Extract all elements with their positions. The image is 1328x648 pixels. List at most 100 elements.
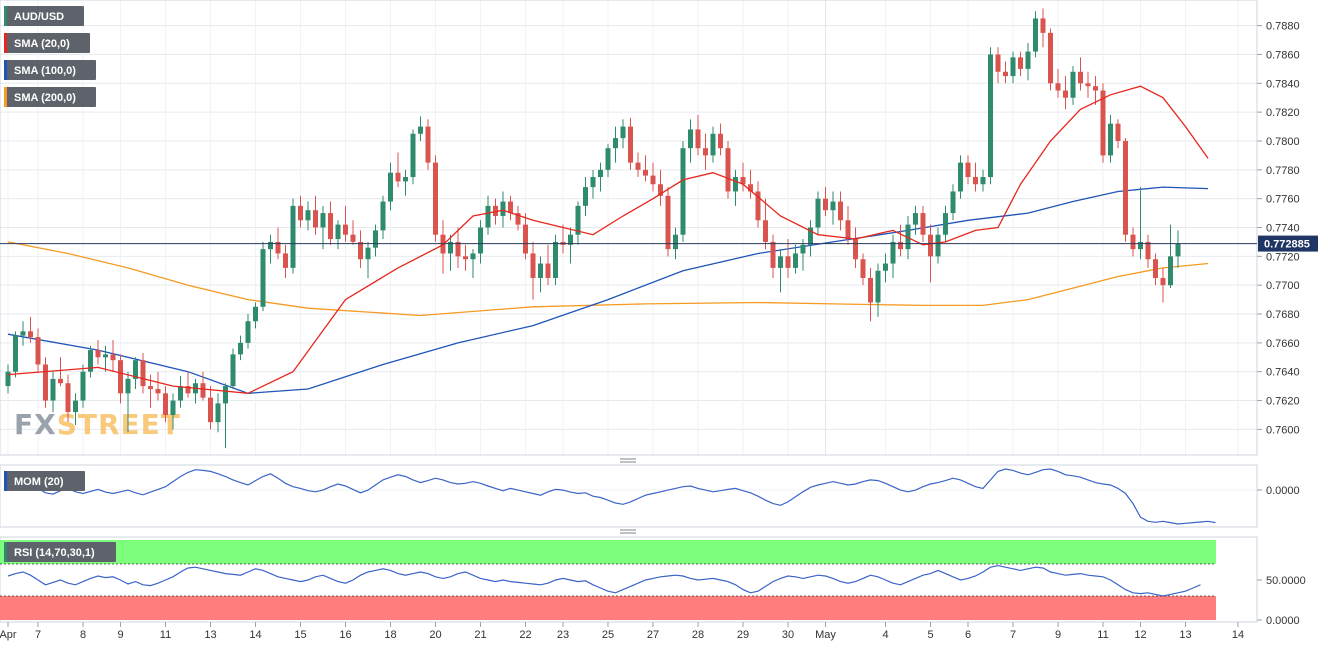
candle-body — [140, 360, 146, 387]
x-tick-label: 14 — [1232, 629, 1244, 641]
y-tick-label: 0.7860 — [1266, 49, 1300, 61]
candle-body — [853, 239, 858, 260]
legend-sma20: SMA (20,0) — [4, 33, 90, 53]
legend-symbol: AUD/USD — [4, 6, 84, 26]
sma20-path — [7, 85, 1209, 394]
candle-body — [80, 371, 86, 401]
candle-body — [335, 224, 341, 240]
candle-body — [568, 234, 573, 245]
candle-body — [358, 241, 363, 260]
candle-body — [418, 126, 423, 134]
candle-body — [110, 354, 116, 361]
candle-body — [860, 259, 866, 278]
candle-body — [695, 129, 701, 149]
legend-sma200-accent — [4, 87, 7, 107]
candle-body — [343, 224, 348, 235]
legend-sma20-label: SMA (20,0) — [14, 38, 70, 50]
candle-body — [755, 191, 761, 221]
candle-body — [118, 360, 123, 394]
sma20-line — [7, 85, 1209, 394]
legend-sma200-bg — [4, 87, 96, 107]
candle-body — [793, 253, 798, 268]
candle-body — [425, 126, 431, 163]
candle-body — [133, 360, 138, 379]
x-tick-label: 13 — [204, 629, 216, 641]
rsi-zones — [0, 540, 1216, 620]
watermark-part1: FX — [14, 408, 57, 441]
candle-body — [28, 331, 33, 338]
candle-body — [1175, 243, 1181, 257]
candle-body — [155, 388, 161, 394]
candle-body — [365, 247, 371, 260]
x-tick-label: 9 — [117, 629, 123, 641]
legend-sma20-accent — [4, 33, 7, 53]
candle-body — [995, 54, 1001, 72]
candle-body — [890, 241, 896, 264]
candle-body — [245, 321, 251, 343]
y-tick-label: 0.7780 — [1266, 165, 1300, 177]
candle-body — [455, 241, 461, 257]
candle-body — [635, 162, 641, 170]
candle-body — [88, 350, 93, 372]
x-tick-label: 21 — [474, 629, 486, 641]
y-tick-label: 0.7740 — [1266, 223, 1300, 235]
candle-body — [965, 162, 971, 178]
candle-body — [1115, 123, 1121, 141]
y-tick-label: 0.7840 — [1266, 78, 1300, 90]
candle-body — [988, 54, 993, 178]
candle-body — [1085, 83, 1091, 87]
y-tick-label: 0.7880 — [1266, 21, 1300, 33]
candle-body — [1153, 259, 1158, 278]
candle-body — [65, 383, 71, 413]
candle-body — [725, 148, 731, 192]
candle-body — [290, 205, 296, 268]
candle-body — [800, 244, 806, 254]
candle-body — [545, 263, 551, 278]
candle-body — [530, 253, 536, 278]
x-tick-label: 11 — [160, 629, 171, 641]
candle-body — [658, 184, 663, 196]
x-tick-label: 15 — [294, 629, 306, 641]
candle-body — [838, 201, 843, 221]
candle-body — [785, 256, 791, 268]
y-tick-label: 0.7700 — [1266, 280, 1300, 292]
legend-rsi-bg — [4, 542, 116, 562]
candle-body — [808, 227, 813, 245]
main-panel-grid — [0, 0, 1257, 455]
rsi-oversold-zone — [0, 596, 1216, 620]
candle-body — [163, 393, 168, 415]
candle-body — [485, 205, 491, 228]
candle-body — [508, 201, 513, 214]
candle-body — [748, 184, 753, 192]
candle-body — [973, 177, 978, 185]
x-tick-label: 16 — [339, 629, 351, 641]
candle-body — [35, 337, 41, 365]
candle-body — [1010, 57, 1016, 77]
candle-body — [665, 195, 671, 250]
legend-sma100-bg — [4, 60, 96, 80]
candle-body — [823, 198, 828, 211]
legend-symbol-accent — [4, 6, 7, 26]
y-tick-label: 0.7640 — [1266, 367, 1300, 379]
candle-body — [515, 213, 521, 225]
panel-resize-handle[interactable] — [620, 458, 636, 463]
candle-body — [1048, 32, 1053, 84]
x-tick-label: 14 — [249, 629, 261, 641]
candle-body — [178, 386, 183, 401]
candle-body — [650, 175, 656, 185]
candle-body — [298, 205, 303, 221]
y-tick-label: 0.7800 — [1266, 136, 1300, 148]
legend-momentum-label: MOM (20) — [14, 476, 64, 488]
x-tick-label: 9 — [1055, 629, 1061, 641]
candle-body — [1025, 51, 1031, 69]
legend-momentum: MOM (20) — [4, 471, 85, 491]
candle-body — [328, 213, 333, 240]
candle-body — [673, 234, 678, 250]
panel-resize-handle[interactable] — [620, 529, 636, 534]
candle-body — [770, 241, 776, 268]
candle-body — [148, 386, 153, 389]
candle-body — [1033, 18, 1038, 52]
candle-body — [935, 234, 941, 257]
candle-body — [845, 220, 851, 240]
